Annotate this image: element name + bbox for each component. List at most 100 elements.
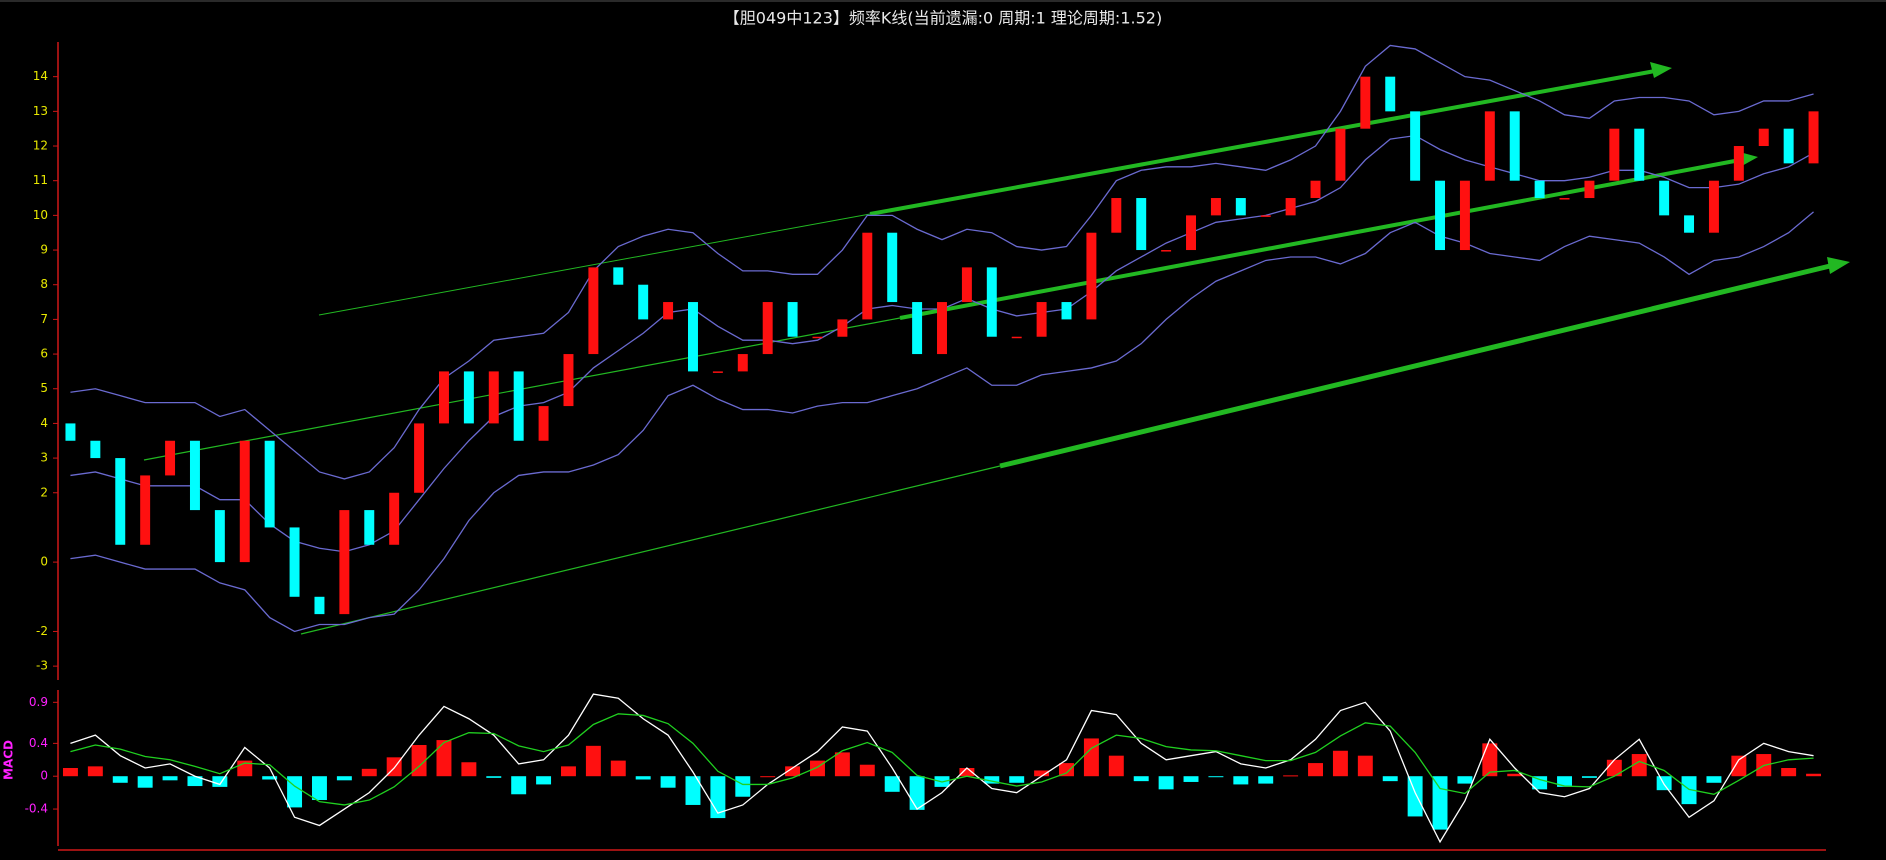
histogram-bar: [1781, 768, 1797, 777]
candle-body: [1708, 180, 1719, 233]
histogram-bar: [685, 776, 701, 805]
candle-body: [115, 458, 126, 545]
histogram-bar: [486, 776, 502, 778]
histogram-bar: [1482, 743, 1498, 777]
histogram-bar: [984, 776, 1000, 784]
histogram-bar: [361, 768, 377, 777]
histogram-bar: [785, 766, 801, 777]
candle-body: [1385, 76, 1396, 112]
arrow-head: [1650, 62, 1672, 78]
candle-body: [961, 267, 972, 303]
candle-body: [1136, 198, 1147, 251]
candle-body: [588, 267, 599, 355]
histogram-bar: [810, 760, 825, 777]
candle-body: [538, 406, 549, 441]
y-tick-label: 3: [40, 451, 48, 465]
candle-body: [189, 440, 200, 511]
candle-body: [812, 336, 823, 339]
candle-body: [90, 440, 101, 459]
candle-body: [837, 319, 848, 337]
histogram-bar: [884, 776, 900, 792]
y-tick-label: 4: [40, 416, 48, 430]
histogram-bar: [1631, 754, 1647, 777]
candle-body: [1111, 198, 1122, 233]
candle-body: [613, 267, 624, 285]
y-tick-label: 2: [40, 485, 48, 499]
histogram-bar: [735, 776, 751, 797]
candle-body: [1061, 302, 1072, 320]
candle-body: [1435, 180, 1446, 251]
histogram-bar: [262, 776, 278, 780]
candle-body: [1161, 250, 1172, 252]
histogram-bar: [411, 745, 427, 777]
histogram-bar: [511, 776, 527, 795]
histogram-bar: [1308, 763, 1323, 777]
y-tick-label: 11: [33, 173, 48, 187]
histogram-bar: [1059, 763, 1074, 777]
candle-body: [1186, 215, 1196, 251]
candle-body: [239, 440, 250, 563]
candle-body: [289, 527, 300, 597]
candle-body: [1783, 128, 1794, 164]
candle-body: [314, 596, 325, 615]
histogram-bar: [1731, 755, 1747, 777]
candle-body: [1733, 146, 1744, 181]
arrow-head: [1827, 257, 1850, 274]
candle-body: [1360, 76, 1371, 129]
histogram-bar: [536, 776, 552, 785]
y-tick-label: 9: [40, 243, 48, 257]
histogram-bar: [1532, 776, 1548, 790]
candle-body: [787, 302, 798, 337]
candle-body: [737, 354, 748, 372]
band-line: [70, 44, 1814, 480]
histogram-bar: [287, 776, 303, 808]
candle-body: [1310, 180, 1321, 199]
histogram-bar: [87, 766, 103, 777]
histogram-bar: [1332, 750, 1348, 777]
histogram-bar: [311, 776, 327, 801]
histogram-bar: [1283, 775, 1299, 777]
candle-body: [364, 510, 375, 545]
y-tick-label: 8: [40, 277, 48, 291]
candle-body: [912, 302, 923, 355]
candle-body: [1659, 180, 1670, 216]
histogram-bar: [834, 752, 850, 777]
candle-body: [214, 510, 225, 563]
y-tick-label: 7: [40, 312, 48, 326]
histogram-bar: [1581, 776, 1597, 778]
candle-body: [1335, 128, 1346, 181]
candle-body: [1210, 198, 1221, 216]
histogram-bar: [635, 776, 651, 780]
y-tick-label: 12: [33, 139, 48, 153]
candle-body: [1609, 128, 1620, 181]
histogram-bar: [1382, 776, 1398, 782]
y-tick-label: 14: [33, 69, 48, 83]
histogram-bar: [1009, 776, 1025, 783]
histogram-bar: [162, 776, 178, 781]
y-tick-label: 10: [33, 208, 48, 222]
histogram-bar: [660, 776, 676, 788]
candle-body: [1410, 111, 1421, 181]
histogram-bar: [959, 768, 975, 777]
y-tick-label: 0: [40, 769, 48, 783]
candle-body: [389, 492, 400, 545]
histogram-bar: [187, 776, 203, 787]
histogram-bar: [112, 776, 128, 783]
histogram-bar: [1557, 776, 1573, 787]
histogram-bar: [585, 745, 601, 777]
histogram-bar: [1706, 776, 1722, 783]
candle-body: [1459, 180, 1470, 251]
trend-line: [318, 213, 871, 316]
histogram-bar: [1357, 755, 1373, 777]
histogram-bar: [561, 766, 576, 777]
histogram-bar: [461, 762, 477, 777]
trend-line: [300, 465, 1001, 635]
trend-line: [899, 158, 1741, 320]
histogram-bar: [1158, 776, 1174, 790]
candle-body: [513, 371, 524, 441]
histogram-bar: [212, 776, 228, 787]
histogram-bar: [610, 760, 626, 777]
band-line: [70, 211, 1814, 633]
candle-body: [1758, 128, 1769, 147]
histogram-bar: [1258, 776, 1274, 784]
